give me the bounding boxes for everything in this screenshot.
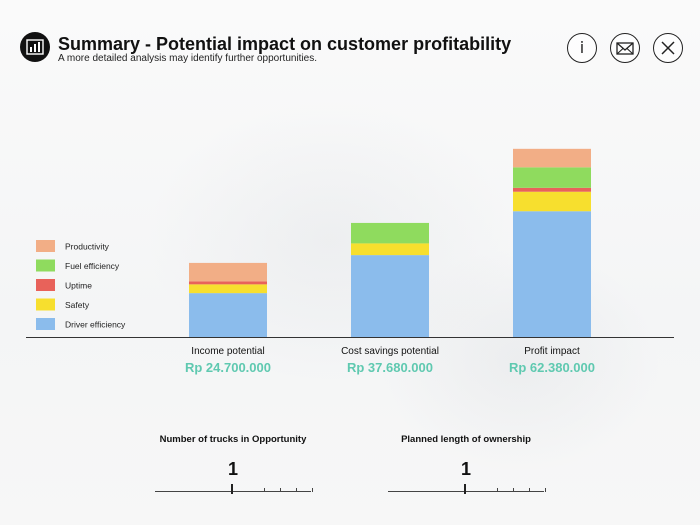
category-label: Profit impact xyxy=(524,346,580,357)
bar-productivity xyxy=(513,148,591,168)
page-title: Summary - Potential impact on customer p… xyxy=(58,34,512,54)
bar-uptime xyxy=(513,187,591,192)
slider-tick xyxy=(513,488,514,492)
trucks-slider-track xyxy=(155,491,311,492)
info-icon: i xyxy=(579,38,585,57)
trucks-value: 1 xyxy=(227,459,238,479)
bar-driver-efficiency xyxy=(513,211,591,337)
legend-label: Uptime xyxy=(65,281,92,291)
ownership-label: Planned length of ownership xyxy=(401,434,531,445)
legend-label: Fuel efficiency xyxy=(65,261,120,271)
category-label: Income potential xyxy=(191,346,264,357)
legend-swatch xyxy=(36,240,55,252)
slider-tick xyxy=(545,488,546,492)
ownership-slider-thumb[interactable] xyxy=(464,484,466,494)
trucks-control: Number of trucks in Opportunity 1 xyxy=(153,434,313,498)
close-button[interactable] xyxy=(653,33,683,63)
category-total: Rp 37.680.000 xyxy=(347,360,433,375)
legend-swatch xyxy=(36,279,55,291)
bar-driver-efficiency xyxy=(189,293,267,337)
bar-driver-efficiency xyxy=(351,255,429,337)
page-subtitle: A more detailed analysis may identify fu… xyxy=(58,53,318,64)
legend-label: Safety xyxy=(65,300,90,310)
slider-tick xyxy=(529,488,530,492)
legend-swatch xyxy=(36,259,55,272)
trucks-slider-thumb[interactable] xyxy=(231,484,233,494)
category-total: Rp 62.380.000 xyxy=(509,360,595,375)
ownership-slider[interactable] xyxy=(386,484,546,498)
bar-productivity xyxy=(189,262,267,282)
legend-swatch xyxy=(36,318,55,330)
slider-tick xyxy=(497,488,498,492)
trucks-label: Number of trucks in Opportunity xyxy=(159,434,307,445)
ownership-value: 1 xyxy=(460,459,471,479)
bar-fuel-efficiency xyxy=(513,167,591,188)
category-label: Cost savings potential xyxy=(341,346,439,357)
slider-tick xyxy=(264,488,265,492)
close-icon xyxy=(661,41,675,55)
slider-tick xyxy=(296,488,297,492)
ownership-control: Planned length of ownership 1 xyxy=(386,434,546,498)
chart-logo-icon xyxy=(20,32,50,62)
bar-safety xyxy=(513,191,591,212)
slider-tick xyxy=(280,488,281,492)
profitability-chart: Income potential Rp 24.700.000 Cost saving… xyxy=(26,148,674,375)
info-button[interactable]: i xyxy=(567,33,597,63)
slider-tick xyxy=(312,488,313,492)
legend-label: Driver efficiency xyxy=(65,320,126,330)
bar-safety xyxy=(351,243,429,256)
legend-label: Productivity xyxy=(65,242,110,252)
trucks-slider[interactable] xyxy=(153,484,313,498)
email-button[interactable] xyxy=(610,33,640,63)
legend-swatch xyxy=(36,298,55,311)
bar-uptime xyxy=(189,281,267,285)
mail-icon xyxy=(616,41,634,55)
category-total: Rp 24.700.000 xyxy=(185,360,271,375)
bar-fuel-efficiency xyxy=(351,222,429,244)
ownership-slider-track xyxy=(388,491,544,492)
bar-safety xyxy=(189,284,267,294)
